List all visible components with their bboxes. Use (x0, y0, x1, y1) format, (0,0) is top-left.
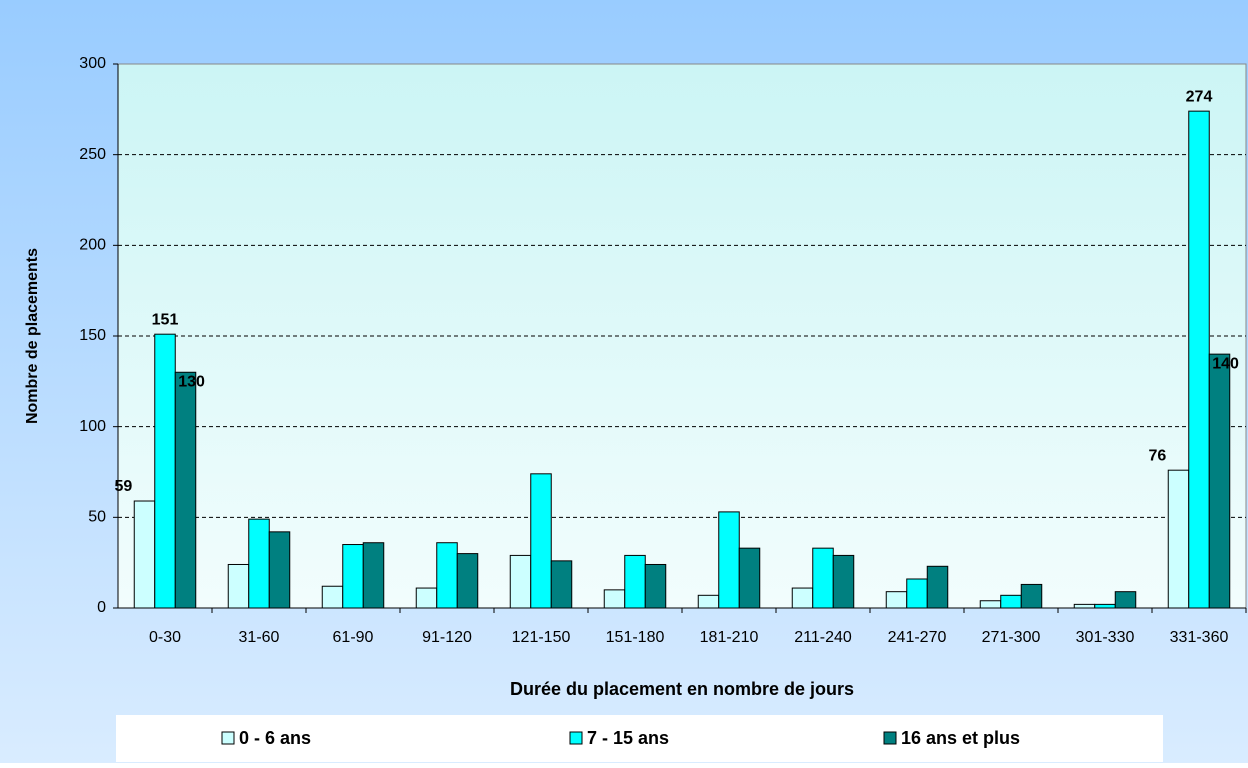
y-tick-label: 150 (79, 327, 106, 344)
x-tick-label: 331-360 (1170, 629, 1229, 646)
bar (906, 578, 928, 609)
data-label: 274 (1186, 88, 1213, 105)
bar (321, 585, 344, 609)
legend-swatch (883, 731, 897, 745)
bar (1114, 591, 1137, 609)
x-tick-label: 61-90 (333, 629, 374, 646)
x-tick-label: 151-180 (606, 629, 665, 646)
bar (530, 473, 552, 609)
bar (603, 589, 626, 609)
bar (248, 518, 270, 609)
bar (738, 547, 761, 609)
x-tick-label: 91-120 (422, 629, 472, 646)
legend-swatch (221, 731, 235, 745)
bar (227, 563, 250, 609)
x-tick-label: 271-300 (982, 629, 1041, 646)
bar (1000, 594, 1022, 609)
data-label: 151 (152, 311, 179, 328)
bar (624, 554, 646, 609)
bar (362, 542, 385, 609)
data-label: 76 (1148, 447, 1166, 464)
bar (979, 600, 1002, 609)
legend-label: 0 - 6 ans (239, 728, 311, 748)
x-tick-label: 31-60 (239, 629, 280, 646)
bar (926, 565, 949, 609)
x-tick-label: 241-270 (888, 629, 947, 646)
bar (1208, 353, 1231, 609)
bar (812, 547, 834, 609)
bar (456, 553, 479, 609)
bar (697, 594, 720, 609)
data-label: 59 (114, 478, 132, 495)
bar (832, 554, 855, 609)
bar (415, 587, 438, 609)
y-tick-label: 200 (79, 237, 106, 254)
bar (718, 511, 740, 609)
y-tick-label: 300 (79, 55, 106, 72)
x-tick-label: 211-240 (794, 629, 852, 646)
legend-swatch (569, 731, 583, 745)
y-tick-label: 50 (88, 509, 106, 526)
bar (791, 587, 814, 609)
bar (174, 371, 197, 609)
bar (436, 542, 458, 609)
bar (550, 560, 573, 609)
bar (509, 554, 532, 609)
bar (885, 591, 908, 609)
x-tick-label: 0-30 (149, 629, 181, 646)
bar (342, 544, 364, 609)
bar (133, 500, 156, 609)
x-axis-title: Durée du placement en nombre de jours (510, 679, 854, 699)
bar (1094, 603, 1116, 609)
data-label: 140 (1212, 355, 1239, 372)
bar (1167, 469, 1190, 609)
legend-box (116, 715, 1163, 762)
x-tick-label: 121-150 (512, 629, 571, 646)
x-tick-label: 181-210 (700, 629, 759, 646)
bar (1073, 603, 1096, 609)
data-label: 130 (178, 373, 205, 390)
bar (644, 563, 667, 609)
y-tick-label: 250 (79, 146, 106, 163)
bar (268, 531, 291, 609)
x-tick-label: 301-330 (1076, 629, 1135, 646)
bar (1020, 583, 1043, 609)
y-tick-label: 100 (79, 418, 106, 435)
y-axis-title: Nombre de placements (24, 248, 41, 424)
legend-label: 7 - 15 ans (587, 728, 669, 748)
bar (1188, 110, 1210, 609)
y-tick-label: 0 (97, 599, 106, 616)
bar (154, 333, 176, 609)
legend-label: 16 ans et plus (901, 728, 1020, 748)
